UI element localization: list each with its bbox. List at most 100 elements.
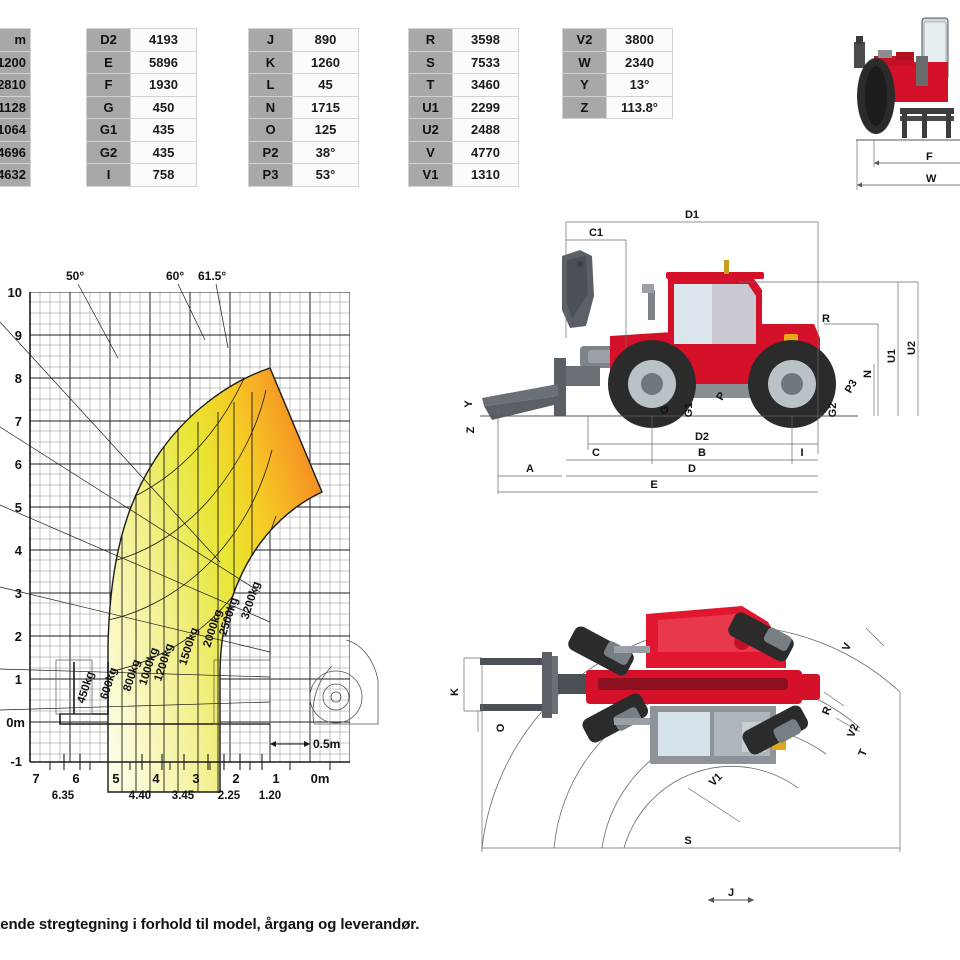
load-center-upper-6-35: 6.35 (52, 790, 75, 802)
dimension-key: 4696 (0, 140, 31, 164)
dimension-label-B: B (698, 447, 706, 459)
dimension-key: U1 (408, 95, 453, 119)
table-header-row: m (0, 28, 31, 52)
dimension-key: L (248, 73, 293, 97)
dimensions-table-1: m 1200 2810 1128 1064 4696 4632 (0, 28, 31, 187)
dimension-key: J (248, 28, 293, 52)
dimension-label-D: D (688, 463, 696, 475)
dimension-key: E (86, 50, 131, 74)
dimension-label-R: R (822, 313, 830, 325)
dimension-value: 13° (606, 73, 673, 97)
x-tick-5: 5 (112, 771, 119, 786)
y-tick-9: 9 (15, 328, 22, 343)
dimension-key: W (562, 50, 607, 74)
dimension-value: 450 (130, 95, 197, 119)
y-tick-5: 5 (15, 500, 22, 515)
table-row: U1 2299 (408, 95, 519, 119)
load-center-upper-4-40: 4.40 (129, 790, 151, 802)
dimension-key: S (408, 50, 453, 74)
dimension-key: Z (562, 95, 607, 119)
dimension-key: 1200 (0, 50, 31, 74)
dimension-key: R (408, 28, 453, 52)
dimension-label-G1: G1 (683, 403, 695, 418)
dimension-key: 4632 (0, 163, 31, 187)
dimensions-table-2: D2 4193 E 5896 F 1930 G 450 G1 435 G2 435 I 758 (86, 28, 197, 187)
machine-outline-reference (309, 639, 379, 725)
boom-angle-rays (0, 283, 271, 711)
dimension-value: 113.8° (606, 95, 673, 119)
dimension-label-V2: V2 (845, 722, 861, 739)
x-tick-3: 3 (192, 771, 199, 786)
table-row: T 3460 (408, 73, 519, 97)
dimension-label-C: C (592, 447, 600, 459)
table-row: V1 1310 (408, 163, 519, 187)
side-view-dimension-lines (497, 221, 919, 494)
front-view-machine (854, 17, 954, 138)
dimension-key: G (86, 95, 131, 119)
dimension-label-F: F (926, 151, 933, 163)
dimension-J: J (708, 887, 754, 903)
dimension-key: V1 (408, 163, 453, 187)
table-row: G2 435 (86, 140, 197, 164)
dimension-key: 2810 (0, 73, 31, 97)
dimension-label-P3: P3 (843, 378, 860, 396)
table-row: R 3598 (408, 28, 519, 52)
y-tick-neg1: -1 (10, 754, 22, 769)
y-tick-3: 3 (15, 586, 22, 601)
x-tick-2: 2 (232, 771, 239, 786)
table-row: Z 113.8° (562, 95, 673, 119)
dimension-key: Y (562, 73, 607, 97)
dimension-W: W (856, 140, 960, 190)
x-tick-7: 7 (32, 771, 39, 786)
dimension-label-A: A (526, 463, 534, 475)
dimension-label-Z: Z (465, 426, 477, 433)
dimension-value: 125 (292, 118, 359, 142)
table-row: 1064 (0, 118, 31, 142)
dimension-key: V2 (562, 28, 607, 52)
x-tick-0m: 0m (311, 771, 330, 786)
dimension-value: 3598 (452, 28, 519, 52)
table-row: 2810 (0, 73, 31, 97)
table-row: K 1260 (248, 50, 359, 74)
dimension-label-D1: D1 (685, 209, 699, 221)
dimension-label-E: E (650, 479, 657, 491)
dimension-value: 435 (130, 140, 197, 164)
table-row: 4696 (0, 140, 31, 164)
chart-y-axis: 10 9 8 7 6 5 4 3 2 1 0m -1 (6, 285, 31, 769)
table-row: G 450 (86, 95, 197, 119)
dimension-value: 2299 (452, 95, 519, 119)
table-row: 1200 (0, 50, 31, 74)
dimension-label-I: I (800, 447, 803, 459)
table-row: G1 435 (86, 118, 197, 142)
table-row: L 45 (248, 73, 359, 97)
x-tick-4: 4 (152, 771, 160, 786)
dimension-key: G1 (86, 118, 131, 142)
dimension-label-K: K (449, 688, 461, 696)
dimension-value: 435 (130, 118, 197, 142)
dimension-value: 890 (292, 28, 359, 52)
table-row: N 1715 (248, 95, 359, 119)
top-view-dimension-lines (463, 627, 901, 852)
dimension-key: P2 (248, 140, 293, 164)
y-tick-7: 7 (15, 414, 22, 429)
dimension-F: F (873, 140, 960, 167)
offset-label: 0.5m (313, 737, 340, 751)
dimension-label-N: N (862, 370, 874, 378)
dimension-label-U2: U2 (906, 341, 918, 355)
table-row: P3 53° (248, 163, 359, 187)
x-tick-6: 6 (72, 771, 79, 786)
dimension-value: 38° (292, 140, 359, 164)
footnote-text: ående stregtegning i forhold til model, … (0, 916, 420, 933)
dimension-label-W: W (926, 173, 937, 185)
dimension-label-Y: Y (463, 400, 475, 408)
table-row: S 7533 (408, 50, 519, 74)
dimension-value: 1930 (130, 73, 197, 97)
y-tick-6: 6 (15, 457, 22, 472)
dimensions-table-5: V2 3800 W 2340 Y 13° Z 113.8° (562, 28, 673, 119)
dimension-value: 5896 (130, 50, 197, 74)
dimension-key: N (248, 95, 293, 119)
angle-top-61-5: 61.5° (198, 269, 226, 283)
dimension-label-T: T (856, 747, 870, 758)
angle-top-50: 50° (66, 269, 84, 283)
dimension-value: 2488 (452, 118, 519, 142)
